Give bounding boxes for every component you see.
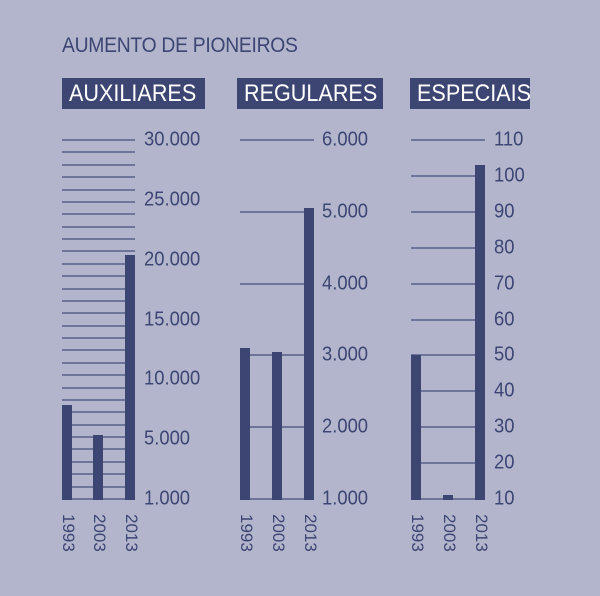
y-tick-label: 70	[494, 272, 515, 295]
y-tick-label: 3.000	[322, 343, 369, 366]
y-tick-label: 1.000	[144, 487, 191, 510]
bar-2003	[272, 351, 282, 500]
x-tick-label: 2013	[122, 514, 141, 552]
y-tick-label: 5.000	[144, 427, 191, 450]
gridline	[411, 390, 485, 393]
x-tick-label: 2013	[301, 514, 320, 552]
y-tick-label: 10.000	[144, 367, 201, 390]
bar-2013	[304, 208, 314, 500]
y-tick-label: 50	[494, 343, 515, 366]
gridline	[62, 213, 135, 216]
gridline	[62, 250, 135, 253]
gridline	[411, 210, 485, 213]
gridline	[62, 312, 135, 315]
x-tick-label: 2013	[472, 514, 491, 552]
y-tick-label: 40	[494, 379, 515, 402]
y-tick-label: 2.000	[322, 415, 369, 438]
y-tick-label: 4.000	[322, 272, 369, 295]
gridline	[62, 238, 135, 241]
y-tick-label: 15.000	[144, 308, 201, 330]
gridline	[411, 426, 485, 429]
gridline	[411, 462, 485, 465]
x-tick-label: 1993	[237, 514, 256, 552]
gridline	[62, 275, 135, 278]
bar-2003	[443, 495, 453, 500]
y-tick-label: 60	[494, 308, 515, 330]
y-tick-label: 10	[494, 487, 515, 510]
gridline	[62, 163, 135, 166]
y-tick-label: 25.000	[144, 188, 201, 211]
gridline	[62, 176, 135, 179]
bar-2013	[475, 165, 485, 500]
bar-2003	[93, 434, 103, 500]
bar-2013	[125, 255, 135, 500]
gridline	[62, 188, 135, 191]
y-tick-label: 110	[494, 128, 524, 151]
y-tick-label: 20	[494, 451, 515, 474]
y-tick-label: 80	[494, 236, 515, 259]
gridline	[411, 282, 485, 285]
x-tick-label: 2003	[440, 514, 459, 552]
y-tick-label: 30	[494, 415, 515, 438]
gridline	[62, 151, 135, 154]
y-tick-label: 1.000	[322, 487, 369, 510]
chart-badge-especiais: ESPECIAIS	[410, 78, 532, 109]
gridline	[62, 337, 135, 340]
gridline	[62, 299, 135, 302]
x-tick-label: 1993	[59, 514, 78, 552]
chart-badge-auxiliares: AUXILIARES	[62, 78, 205, 109]
gridline	[62, 225, 135, 228]
gridline	[62, 324, 135, 327]
y-tick-label: 30.000	[144, 128, 201, 151]
gridline	[411, 354, 485, 357]
gridline	[62, 423, 135, 426]
y-tick-label: 90	[494, 200, 515, 223]
gridline	[411, 174, 485, 177]
gridline	[62, 200, 135, 203]
gridline	[62, 262, 135, 265]
gridline	[62, 139, 135, 141]
bar-1993	[411, 355, 421, 500]
gridline	[62, 398, 135, 401]
gridline	[411, 246, 485, 249]
gridline	[411, 318, 485, 321]
gridline	[62, 287, 135, 290]
y-tick-label: 100	[494, 164, 525, 187]
bar-1993	[62, 404, 72, 500]
gridline	[62, 411, 135, 414]
chart-badge-regulares: REGULARES	[237, 78, 383, 109]
badge-label: ESPECIAIS	[417, 80, 532, 107]
gridline	[62, 349, 135, 352]
gridline	[62, 386, 135, 389]
gridline	[240, 210, 314, 213]
chart-title: AUMENTO DE PIONEIROS	[62, 34, 298, 57]
gridline	[240, 282, 314, 285]
gridline	[240, 139, 314, 141]
bar-1993	[240, 348, 250, 500]
x-tick-label: 2003	[269, 514, 288, 552]
y-tick-label: 6.000	[322, 128, 369, 151]
x-tick-label: 1993	[408, 514, 427, 552]
gridline	[411, 139, 485, 141]
y-tick-label: 5.000	[322, 200, 369, 223]
badge-label: REGULARES	[244, 80, 378, 107]
x-tick-label: 2003	[90, 514, 109, 552]
y-tick-label: 20.000	[144, 248, 201, 271]
badge-label: AUXILIARES	[69, 80, 197, 107]
gridline	[62, 361, 135, 364]
gridline	[62, 374, 135, 377]
